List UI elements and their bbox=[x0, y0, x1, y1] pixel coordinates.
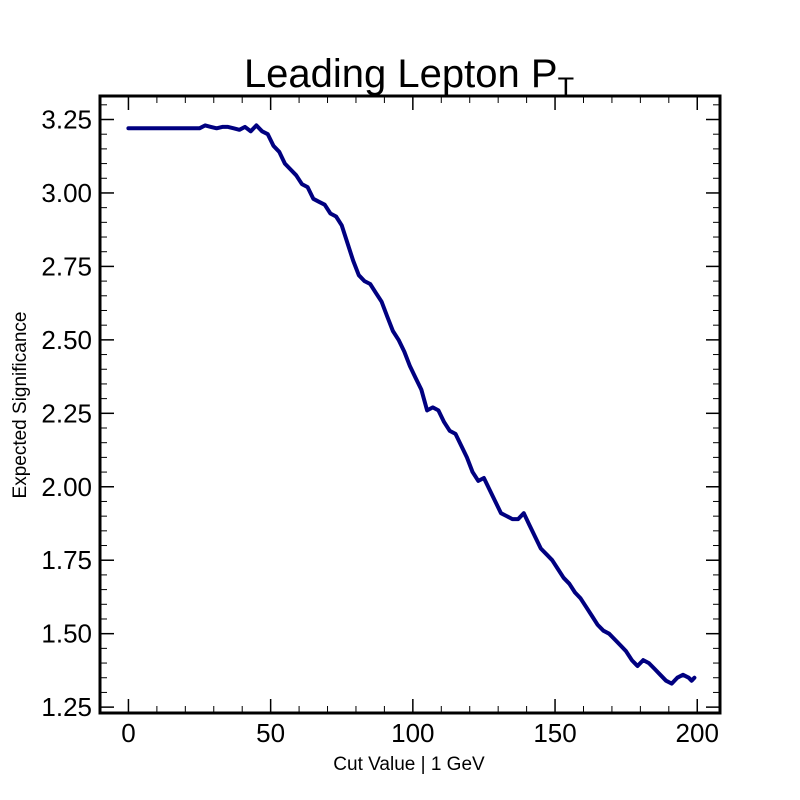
y-tick-label: 2.75 bbox=[41, 251, 92, 281]
y-tick-label: 2.00 bbox=[41, 472, 92, 502]
chart-title-main: Leading Lepton P bbox=[244, 52, 558, 96]
x-axis-label: Cut Value | 1 GeV bbox=[333, 754, 485, 775]
significance-series-line bbox=[126, 123, 697, 686]
x-tick-label: 200 bbox=[676, 718, 719, 748]
ticks-layer bbox=[99, 96, 720, 713]
x-tick-label: 50 bbox=[256, 718, 285, 748]
x-tick-label: 0 bbox=[121, 718, 135, 748]
y-tick-label: 2.50 bbox=[41, 325, 92, 355]
plot-frame bbox=[98, 94, 722, 715]
series-layer bbox=[126, 123, 697, 686]
y-tick-label: 1.50 bbox=[41, 619, 92, 649]
y-tick-label: 1.75 bbox=[41, 545, 92, 575]
tick-labels-layer: 0 50 100 150 200 1.25 1.50 1.75 2.00 2.25 2.50 2.75… bbox=[41, 105, 719, 748]
y-tick-label: 3.00 bbox=[41, 178, 92, 208]
y-tick-label: 1.25 bbox=[41, 692, 92, 722]
y-tick-label: 3.25 bbox=[41, 105, 92, 135]
y-axis-label: Expected Significance bbox=[10, 312, 31, 499]
x-tick-label: 150 bbox=[533, 718, 576, 748]
x-tick-label: 100 bbox=[391, 718, 434, 748]
y-tick-label: 2.25 bbox=[41, 398, 92, 428]
